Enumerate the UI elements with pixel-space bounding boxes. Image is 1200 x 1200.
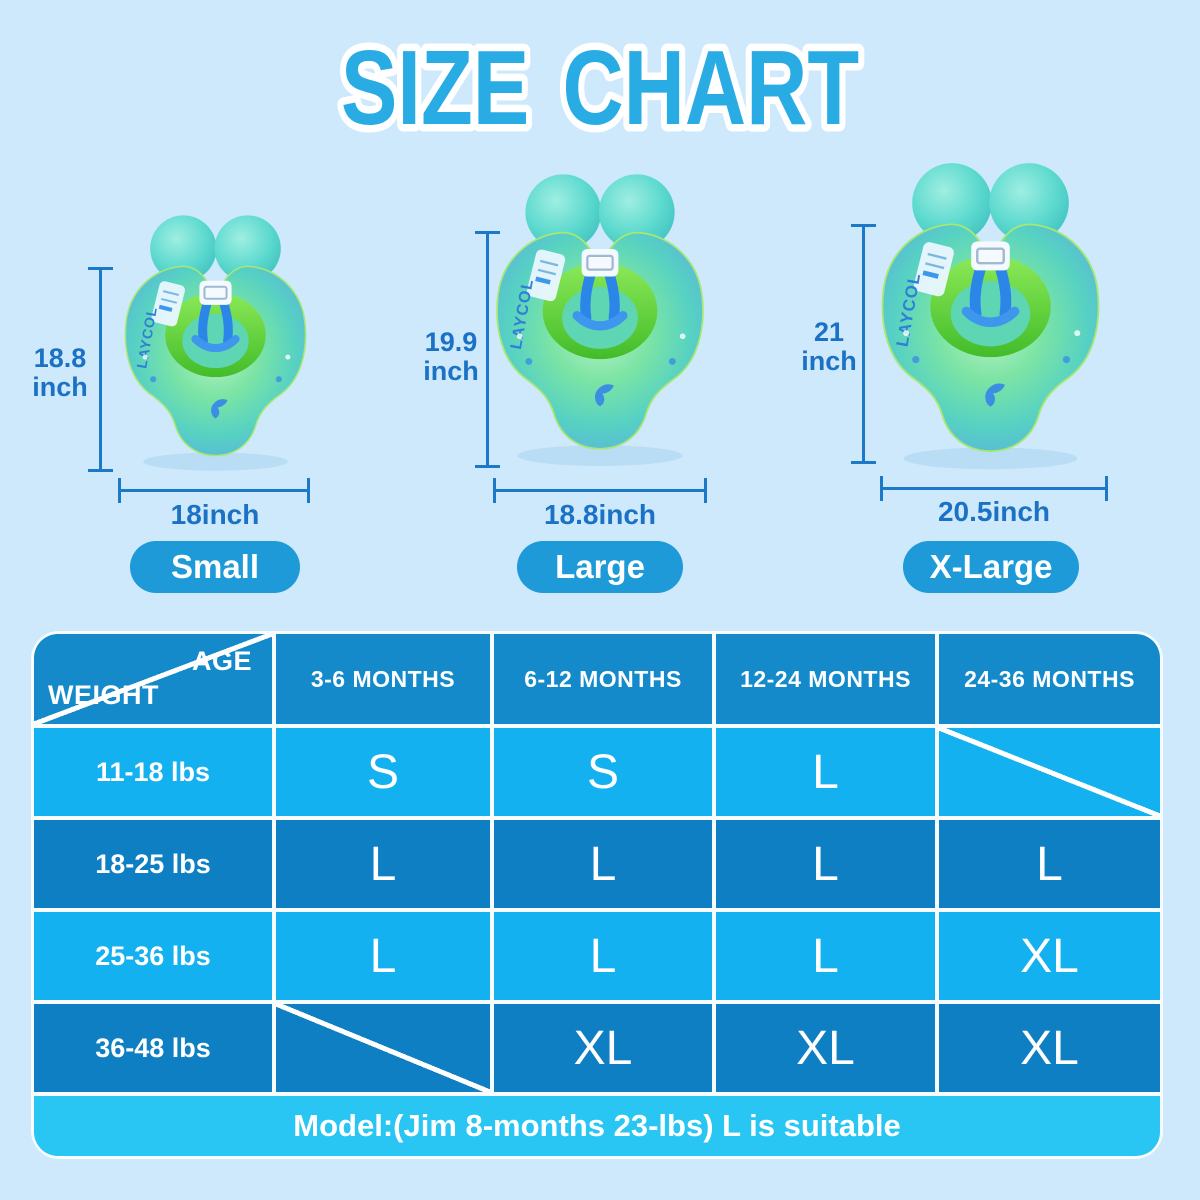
- width-dimension-line-large: [493, 478, 707, 503]
- float-illustration-small: [115, 206, 316, 478]
- width-dimension-line-xlarge: [880, 476, 1108, 501]
- height-label-small: 18.8 inch: [32, 343, 88, 403]
- size-value-cell: L: [716, 820, 935, 908]
- age-column-header: 24-36 MONTHS: [939, 634, 1160, 724]
- size-badge-small: Small: [130, 541, 300, 593]
- age-column-header: 3-6 MONTHS: [276, 634, 490, 724]
- size-value-cell: XL: [494, 1004, 712, 1092]
- height-dimension-line-large: [475, 231, 500, 468]
- model-note: Model:(Jim 8-months 23-lbs) L is suitabl…: [34, 1096, 1160, 1156]
- size-value-cell: L: [716, 912, 935, 1000]
- weight-row-header: 11-18 lbs: [34, 728, 272, 816]
- width-label-small: 18inch: [170, 499, 260, 530]
- weight-row-header: 18-25 lbs: [34, 820, 272, 908]
- height-label-large: 19.9 inch: [423, 327, 479, 387]
- size-badge-large: Large: [517, 541, 683, 593]
- size-value-cell: S: [276, 728, 490, 816]
- size-value-cell: L: [276, 820, 490, 908]
- age-column-header: 12-24 MONTHS: [716, 634, 935, 724]
- size-value-cell: L: [939, 820, 1160, 908]
- size-table: AGE WEIGHT 3-6 MONTHS 6-12 MONTHS 12-24 …: [31, 631, 1163, 1159]
- age-column-header: 6-12 MONTHS: [494, 634, 712, 724]
- weight-row-header: 36-48 lbs: [34, 1004, 272, 1092]
- width-label-large: 18.8inch: [543, 499, 657, 530]
- width-label-xlarge: 20.5inch: [937, 496, 1051, 527]
- size-value-cell: S: [494, 728, 712, 816]
- weight-row-header: 25-36 lbs: [34, 912, 272, 1000]
- size-value-cell: L: [494, 820, 712, 908]
- size-value-cell: L: [494, 912, 712, 1000]
- float-illustration-large: [485, 164, 715, 474]
- height-dimension-line-xlarge: [851, 224, 876, 464]
- page-title: SIZE CHART: [341, 29, 859, 147]
- na-diagonal-cell: [276, 1004, 490, 1092]
- size-badge-xlarge: X-Large: [903, 541, 1079, 593]
- size-value-cell: XL: [716, 1004, 935, 1092]
- height-label-xlarge: 21 inch: [801, 317, 857, 377]
- size-value-cell: L: [276, 912, 490, 1000]
- corner-weight-label: WEIGHT: [48, 680, 159, 710]
- table-corner-cell: AGE WEIGHT: [34, 634, 272, 724]
- float-illustration-xlarge: [870, 152, 1111, 478]
- size-value-cell: XL: [939, 1004, 1160, 1092]
- height-dimension-line-small: [88, 267, 113, 472]
- size-value-cell: L: [716, 728, 935, 816]
- na-diagonal-cell: [939, 728, 1160, 816]
- size-value-cell: XL: [939, 912, 1160, 1000]
- corner-age-label: AGE: [191, 646, 252, 676]
- page-title-art: SIZE CHART: [334, 22, 866, 154]
- width-dimension-line-small: [118, 478, 310, 503]
